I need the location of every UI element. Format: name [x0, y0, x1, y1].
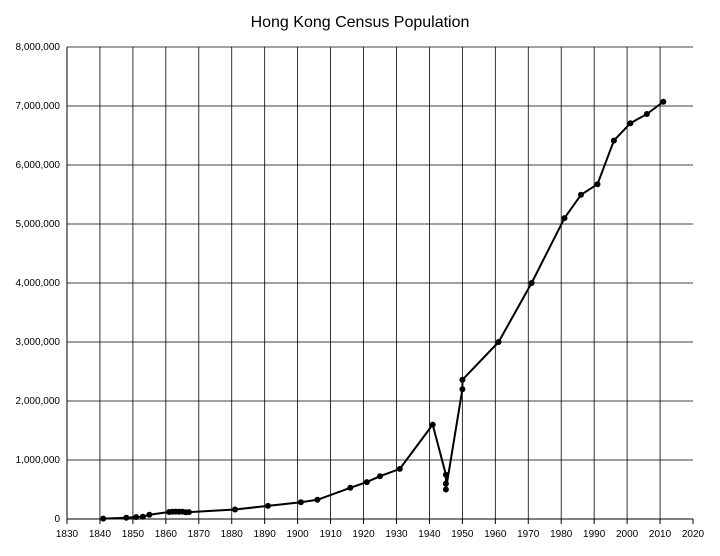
data-point — [442, 471, 449, 478]
x-tick-label: 1890 — [254, 529, 277, 540]
y-tick-label: 4,000,000 — [16, 278, 61, 289]
data-point — [232, 506, 238, 513]
data-point — [265, 502, 271, 509]
x-tick-label: 1980 — [550, 529, 573, 540]
data-point — [643, 111, 650, 117]
data-point — [139, 513, 146, 520]
y-tick-label: 8,000,000 — [16, 42, 61, 53]
data-point — [528, 280, 535, 286]
x-tick-label: 1830 — [56, 529, 79, 540]
x-tick-label: 1940 — [418, 529, 441, 540]
data-point — [442, 486, 449, 493]
data-point — [459, 386, 466, 393]
data-point — [442, 480, 449, 487]
y-tick-label: 1,000,000 — [16, 455, 61, 466]
x-tick-label: 1910 — [319, 529, 342, 540]
x-tick-label: 1950 — [451, 529, 474, 540]
data-point — [610, 137, 617, 144]
data-point — [314, 496, 321, 503]
data-point — [347, 484, 354, 491]
data-point — [297, 499, 304, 506]
data-point — [123, 514, 130, 521]
x-tick-label: 1970 — [517, 529, 540, 540]
data-point — [396, 465, 403, 472]
data-point — [146, 511, 153, 518]
gridlines — [67, 46, 693, 519]
y-tick-label: 6,000,000 — [16, 160, 61, 171]
data-point — [495, 339, 502, 345]
data-point — [594, 181, 601, 188]
data-point — [429, 421, 436, 428]
data-point — [133, 514, 140, 521]
data-point — [578, 191, 584, 198]
y-tick-label: 0 — [54, 514, 60, 525]
x-tick-label: 1920 — [352, 529, 375, 540]
x-tick-label: 1860 — [155, 529, 178, 540]
data-point — [660, 98, 667, 105]
tick-labels: 0 1,000,000 2,000,000 3,000,000 4,000,000 5,0… — [16, 42, 705, 540]
y-tick-label: 5,000,000 — [16, 219, 61, 230]
data-point — [561, 215, 568, 222]
data-point — [377, 473, 383, 480]
x-tick-label: 1960 — [484, 529, 507, 540]
x-tick-label: 1930 — [385, 529, 408, 540]
x-tick-label: 1990 — [583, 529, 606, 540]
data-point — [459, 376, 466, 383]
x-tick-label: 1840 — [89, 529, 112, 540]
x-tick-label: 2000 — [616, 529, 639, 540]
axes — [66, 47, 694, 524]
chart-title: Hong Kong Census Population — [251, 14, 470, 31]
y-tick-label: 7,000,000 — [16, 101, 61, 112]
data-point — [627, 120, 634, 127]
data-point — [100, 515, 107, 522]
x-tick-label: 2020 — [682, 529, 705, 540]
data-point — [363, 479, 370, 486]
x-tick-label: 1880 — [221, 529, 244, 540]
data-series — [100, 98, 667, 522]
data-point — [185, 509, 192, 516]
x-tick-label: 1900 — [287, 529, 310, 540]
x-tick-label: 2010 — [649, 529, 672, 540]
y-tick-label: 3,000,000 — [16, 337, 61, 348]
x-tick-label: 1850 — [122, 529, 145, 540]
x-tick-label: 1870 — [188, 529, 211, 540]
y-tick-label: 2,000,000 — [16, 396, 61, 407]
